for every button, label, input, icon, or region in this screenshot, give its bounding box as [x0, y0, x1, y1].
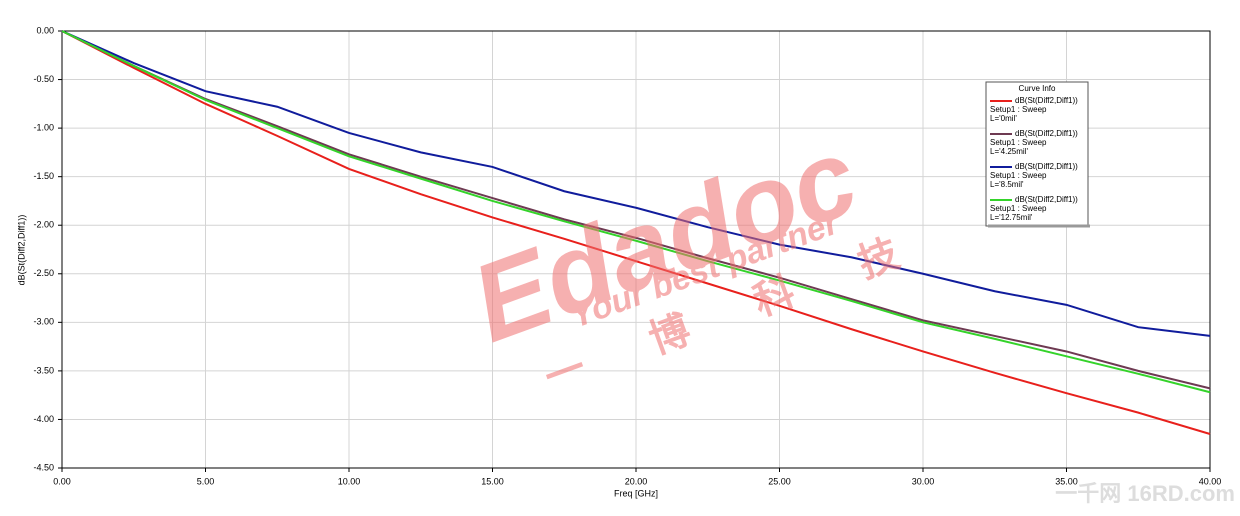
- y-tick-label: -4.00: [33, 414, 54, 424]
- legend-setup: Setup1 : Sweep: [990, 171, 1047, 180]
- x-tick-label: 20.00: [625, 476, 648, 486]
- legend-label: dB(St(Diff2,Diff1)): [1015, 129, 1078, 138]
- plot-frame: [61, 30, 1211, 469]
- legend-param: L='4.25mil': [990, 147, 1028, 156]
- y-tick-label: -4.50: [33, 462, 54, 472]
- y-tick-label: -3.00: [33, 317, 54, 327]
- series-line: [61, 30, 1211, 394]
- x-tick-label: 5.00: [197, 476, 215, 486]
- legend-label: dB(St(Diff2,Diff1)): [1015, 162, 1078, 171]
- legend-setup: Setup1 : Sweep: [990, 105, 1047, 114]
- x-tick-label: 30.00: [912, 476, 935, 486]
- x-tick-label: 15.00: [481, 476, 504, 486]
- legend-param: L='12.75mil': [990, 213, 1033, 222]
- series-line: [61, 30, 1211, 337]
- plot-area: 0.00 -0.50 -1.00 -1.50 -2.00 -2.50 -3.00 -3.50 -…: [33, 25, 1221, 486]
- series-line: [61, 30, 1211, 390]
- x-tick-label: 40.00: [1199, 476, 1222, 486]
- x-tick-label: 10.00: [338, 476, 361, 486]
- y-axis-label: dB(St(Diff2,Diff1)): [16, 215, 26, 286]
- legend-box: [985, 81, 1089, 227]
- corner-watermark: 一千网 16RD.com: [1055, 481, 1235, 506]
- legend-title: Curve Info: [1019, 84, 1056, 93]
- y-tick-label: -1.00: [33, 122, 54, 132]
- x-axis-label: Freq [GHz]: [614, 488, 658, 498]
- y-tick-label: -2.00: [33, 220, 54, 230]
- y-tick-label: -0.50: [33, 74, 54, 84]
- legend-param: L='8.5mil': [990, 180, 1024, 189]
- y-tick-label: -2.50: [33, 268, 54, 278]
- legend-setup: Setup1 : Sweep: [990, 204, 1047, 213]
- x-tick-label: 35.00: [1055, 476, 1078, 486]
- x-tick-label: 25.00: [768, 476, 791, 486]
- legend-label: dB(St(Diff2,Diff1)): [1015, 96, 1078, 105]
- y-tick-label: 0.00: [36, 25, 54, 35]
- legend: Curve Info dB(St(Diff2,Diff1))Setup1 : S…: [985, 81, 1090, 228]
- x-tick-label: 0.00: [53, 476, 71, 486]
- legend-label: dB(St(Diff2,Diff1)): [1015, 195, 1078, 204]
- y-tick-label: -1.50: [33, 171, 54, 181]
- legend-setup: Setup1 : Sweep: [990, 138, 1047, 147]
- legend-param: L='0mil': [990, 114, 1017, 123]
- series-line: [61, 30, 1211, 435]
- y-tick-label: -3.50: [33, 365, 54, 375]
